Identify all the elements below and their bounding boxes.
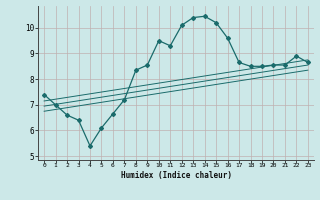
X-axis label: Humidex (Indice chaleur): Humidex (Indice chaleur): [121, 171, 231, 180]
